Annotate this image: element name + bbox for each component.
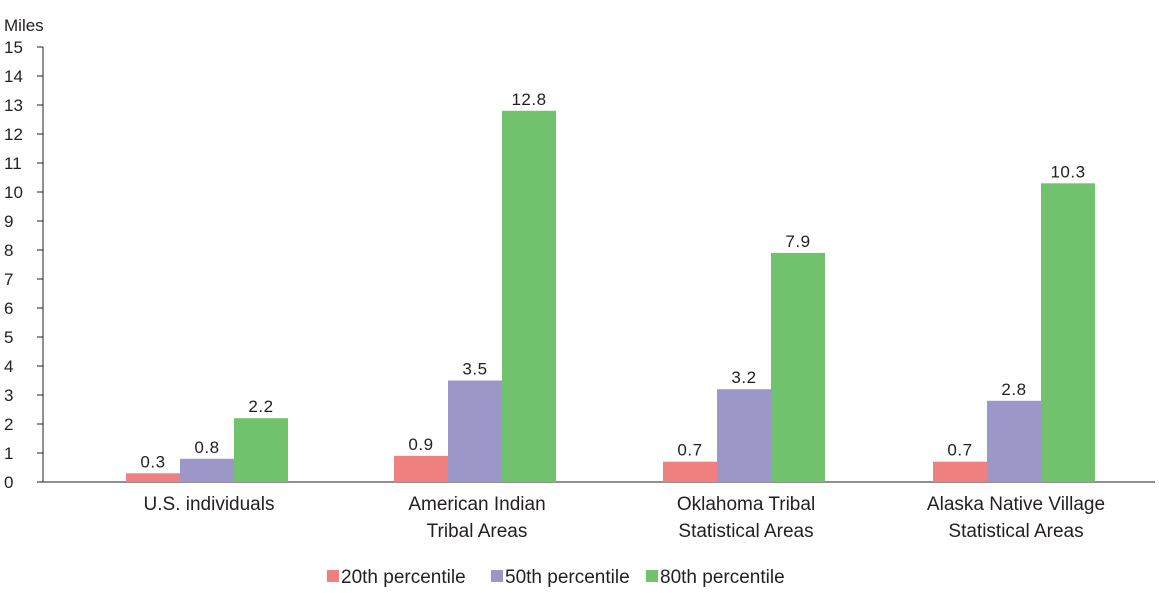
bar-value-label: 0.8 <box>194 438 219 457</box>
legend: 20th percentile 50th percentile 80th perce… <box>327 567 785 588</box>
x-category-label: American Indian <box>408 494 545 515</box>
y-tick-label: 9 <box>4 212 13 231</box>
bar <box>1041 183 1095 483</box>
y-axis-title: Miles <box>4 16 44 35</box>
y-tick-label: 10 <box>4 183 23 202</box>
x-category-label: Oklahoma Tribal <box>677 494 815 515</box>
bar <box>448 380 502 482</box>
bar-value-label: 0.9 <box>408 435 433 454</box>
bar <box>771 252 825 482</box>
y-tick-label: 15 <box>4 38 23 57</box>
bar <box>933 461 987 482</box>
y-tick-label: 5 <box>4 328 13 347</box>
bar-value-label: 3.5 <box>462 360 487 379</box>
x-category-label: Statistical Areas <box>948 521 1083 542</box>
bar <box>502 110 556 483</box>
bar-value-label: 2.8 <box>1001 380 1026 399</box>
bar <box>663 461 717 482</box>
y-tick-label: 6 <box>4 299 13 318</box>
y-tick-label: 11 <box>4 154 22 173</box>
bar <box>717 389 771 482</box>
y-tick-label: 4 <box>4 357 13 376</box>
y-tick-label: 7 <box>4 270 13 289</box>
legend-label: 20th percentile <box>341 567 466 588</box>
bar <box>394 455 448 482</box>
bar-value-label: 7.9 <box>785 232 810 251</box>
y-tick-label: 2 <box>4 415 13 434</box>
y-tick-label: 3 <box>4 386 13 405</box>
x-category-label: U.S. individuals <box>144 494 275 515</box>
y-tick-label: 8 <box>4 241 13 260</box>
legend-label: 50th percentile <box>505 567 630 588</box>
y-tick-label: 0 <box>4 473 13 492</box>
y-tick-label: 12 <box>4 125 23 144</box>
bar-value-label: 0.7 <box>677 441 702 460</box>
bar <box>126 473 180 482</box>
legend-swatch <box>327 570 339 582</box>
bar-value-label: 12.8 <box>511 90 546 109</box>
y-tick-label: 1 <box>4 444 13 463</box>
bar-value-label: 0.7 <box>947 441 972 460</box>
bar-value-label: 0.3 <box>140 452 165 471</box>
bar <box>987 400 1041 482</box>
bar-value-label: 10.3 <box>1050 162 1085 181</box>
bar-value-label: 3.2 <box>731 368 756 387</box>
bars-group: 0.3 0.9 0.7 0.7 0.8 3.5 3.2 2.8 2.2 12.8 7.9 10.3 <box>126 90 1095 483</box>
y-tick-label: 13 <box>4 96 23 115</box>
bar <box>234 418 288 482</box>
x-category-label: Alaska Native Village <box>927 494 1105 515</box>
bar-value-label: 2.2 <box>248 397 273 416</box>
x-axis: U.S. individuals American Indian Tribal Ar… <box>43 481 1155 542</box>
bar <box>180 458 234 482</box>
y-tick-label: 14 <box>4 67 23 86</box>
legend-swatch <box>491 570 503 582</box>
x-category-label: Tribal Areas <box>427 521 528 542</box>
legend-swatch <box>646 570 658 582</box>
x-category-label: Statistical Areas <box>678 521 813 542</box>
legend-label: 80th percentile <box>660 567 785 588</box>
